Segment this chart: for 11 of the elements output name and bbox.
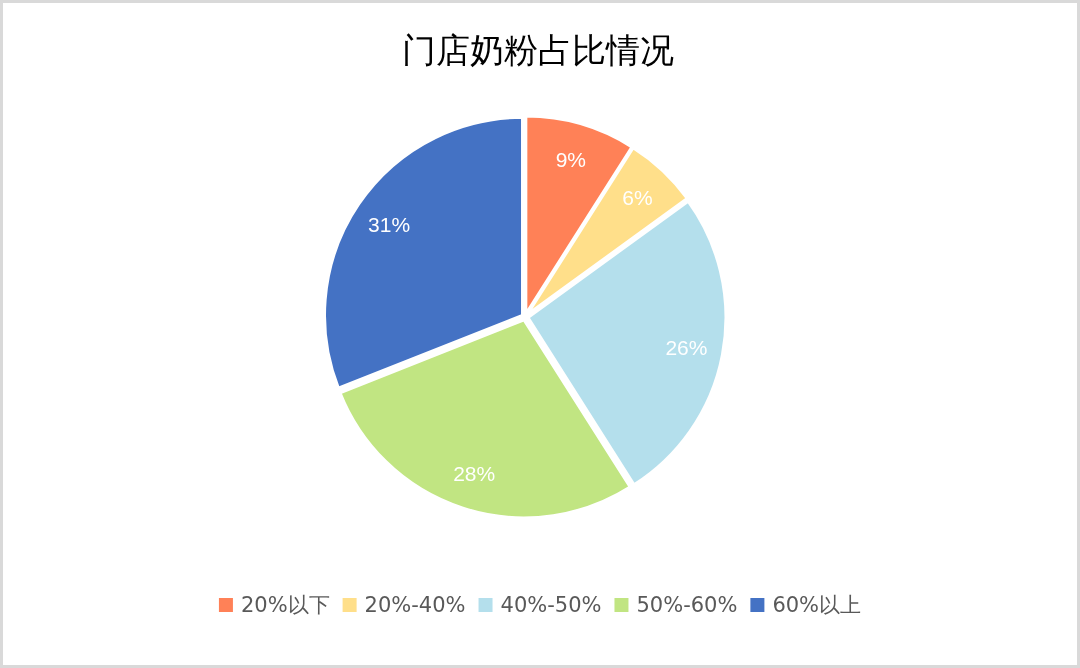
chart-title: 门店奶粉占比情况 xyxy=(402,30,674,70)
legend-label: 20%-40% xyxy=(364,593,466,617)
legend-label: 20%以下 xyxy=(240,593,330,617)
data-label: 9% xyxy=(555,147,587,171)
legend-label: 40%-50% xyxy=(500,593,602,617)
data-label: 6% xyxy=(622,185,653,209)
legend-label: 50%-60% xyxy=(636,593,738,617)
data-label: 26% xyxy=(665,336,708,360)
legend-label: 60%以上 xyxy=(772,593,862,617)
data-label: 31% xyxy=(368,213,411,237)
data-label: 28% xyxy=(453,461,496,485)
